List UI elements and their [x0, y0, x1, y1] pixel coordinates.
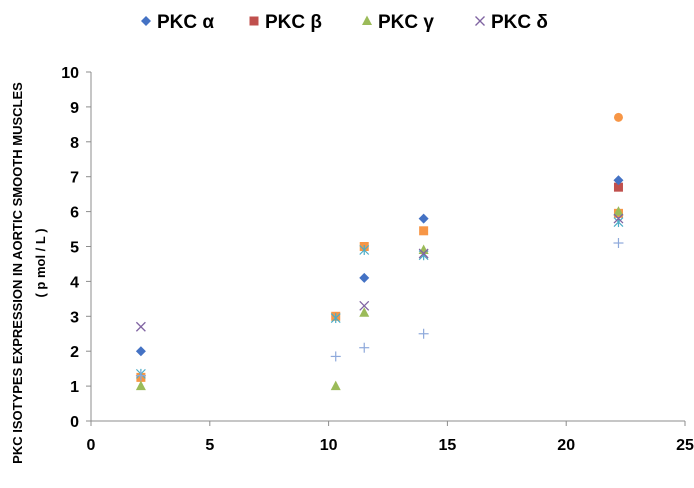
- legend-label: PKC δ: [491, 12, 548, 33]
- y-tick-label: 1: [70, 379, 79, 396]
- data-point: [135, 380, 146, 391]
- data-point: [613, 238, 624, 249]
- y-tick-label: 10: [61, 65, 79, 82]
- data-point: [613, 182, 623, 192]
- legend-label: PKC α: [157, 12, 214, 33]
- legend-marker: [141, 16, 151, 26]
- data-points: [135, 112, 624, 391]
- legend-marker: [362, 15, 372, 25]
- y-tick-label: 4: [70, 274, 79, 291]
- y-tick-label: 0: [70, 414, 79, 431]
- data-point: [359, 342, 370, 353]
- data-point: [135, 346, 146, 357]
- y-tick-label: 8: [70, 135, 79, 152]
- x-tick-labels: 0 5 10 15 20 25: [87, 437, 694, 454]
- x-tick-label: 10: [320, 437, 338, 454]
- data-point: [359, 272, 370, 283]
- y-tick-label: 6: [70, 205, 79, 222]
- data-point: [418, 248, 429, 259]
- data-point: [418, 213, 429, 224]
- legend-label: PKC γ: [378, 12, 434, 33]
- legend-label: PKC β: [265, 12, 322, 33]
- x-tick-label: 25: [676, 437, 694, 454]
- data-point: [613, 213, 624, 224]
- legend-marker: [475, 16, 485, 26]
- data-point: [330, 380, 341, 391]
- data-point: [613, 206, 624, 216]
- y-axis-title-line1: PKC ISOTYPES EXPRESSION IN AORTIC SMOOTH…: [10, 82, 25, 464]
- x-tick-label: 15: [439, 437, 457, 454]
- y-axis-title-line2: ( p mol / L ): [33, 228, 48, 297]
- data-point: [330, 351, 341, 362]
- data-point: [359, 244, 370, 255]
- data-point: [359, 307, 370, 317]
- legend: PKC α PKC β PKC γ PKC δ: [141, 12, 548, 33]
- data-point: [135, 321, 146, 332]
- data-point: [359, 300, 370, 311]
- x-tick-label: 20: [557, 437, 575, 454]
- data-point: [419, 226, 429, 236]
- data-point: [613, 175, 624, 186]
- y-tick-label: 7: [70, 170, 79, 187]
- data-point: [330, 313, 341, 324]
- y-axis-title: PKC ISOTYPES EXPRESSION IN AORTIC SMOOTH…: [10, 82, 48, 464]
- y-tick-label: 9: [70, 100, 79, 117]
- x-tick-label: 0: [87, 437, 96, 454]
- data-point: [613, 112, 623, 122]
- x-tick-label: 5: [205, 437, 214, 454]
- data-point: [135, 370, 146, 381]
- y-tick-label: 5: [70, 240, 79, 257]
- y-tick-labels: 0 1 2 3 4 5 6 7 8 9 10: [61, 65, 79, 431]
- data-point: [418, 328, 429, 339]
- y-tick-label: 2: [70, 344, 79, 361]
- axes: [86, 71, 686, 426]
- y-tick-label: 3: [70, 309, 79, 326]
- legend-marker: [249, 16, 259, 26]
